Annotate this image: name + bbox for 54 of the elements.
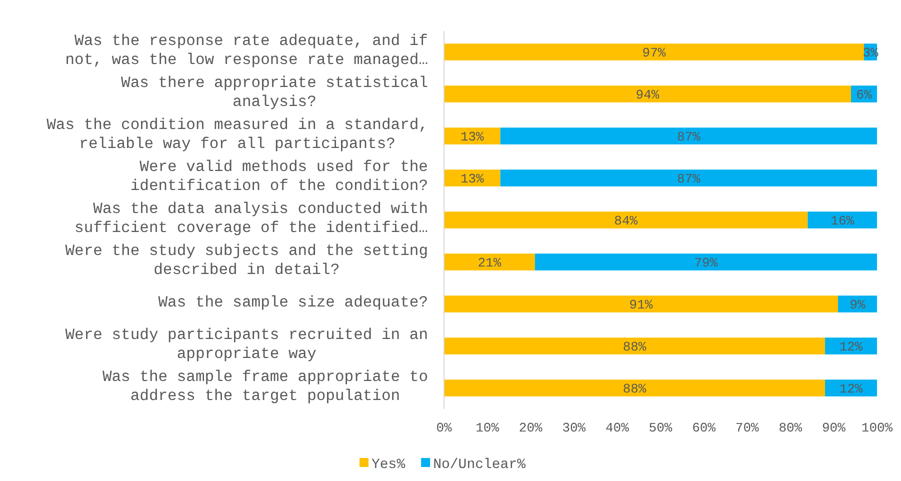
bar <box>444 380 826 396</box>
bar <box>444 44 864 60</box>
y-tick-label: Were the study subjects and the setting described in detail? <box>65 242 428 279</box>
bar <box>444 128 500 144</box>
x-tick-label: 10% <box>476 420 500 436</box>
data-label: 9% <box>850 298 866 313</box>
bar <box>534 254 877 270</box>
y-tick-label: Was the condition measured in a standard, reliable way for all participants? <box>46 116 428 153</box>
y-tick-label: Was the sample size adequate? <box>158 293 428 312</box>
bar <box>444 170 500 186</box>
data-label: 88% <box>622 340 646 355</box>
x-tick-label: 90% <box>822 420 846 436</box>
bar <box>808 212 877 228</box>
data-label: 87% <box>676 130 701 145</box>
y-tick-label: Were valid methods used for the identification of the condition? <box>130 158 428 195</box>
data-label: 88% <box>622 382 646 397</box>
data-label: 12% <box>839 382 863 397</box>
data-label: 97% <box>642 46 666 61</box>
bar <box>500 128 877 144</box>
x-tick-label: 0% <box>436 420 452 436</box>
bar <box>444 86 852 102</box>
y-tick-label: Was the response rate adequate, and if not, was the low response rate managed… <box>65 32 428 69</box>
data-label: 87% <box>676 172 701 187</box>
y-tick-label: Was there appropriate statistical analysis? <box>121 74 428 111</box>
bar <box>444 296 838 312</box>
bar <box>444 254 535 270</box>
y-tick-label: Was the data analysis conducted with sufficient coverage of the identified… <box>74 200 428 237</box>
x-tick-label: 20% <box>518 420 542 436</box>
x-tick-label: 70% <box>735 420 759 436</box>
x-tick-label: 30% <box>562 420 586 436</box>
y-tick-label: Were study participants recruited in an appropriate way <box>65 326 428 363</box>
bar <box>500 170 877 186</box>
x-tick-label: 40% <box>605 420 630 436</box>
data-label: 91% <box>629 298 653 313</box>
data-label: 13% <box>460 172 484 187</box>
data-label: 13% <box>460 130 484 145</box>
data-label: 16% <box>830 214 854 229</box>
bar <box>825 380 877 396</box>
legend-label: Yes% <box>372 456 406 473</box>
x-tick-label: 50% <box>648 420 672 436</box>
x-tick-label: 100% <box>861 420 893 436</box>
x-tick-label: 80% <box>778 420 802 436</box>
data-label: 94% <box>636 88 660 103</box>
bar <box>444 338 826 354</box>
bar <box>444 212 808 228</box>
data-label: 12% <box>839 340 863 355</box>
data-label: 6% <box>856 88 872 103</box>
data-label: 79% <box>694 256 718 271</box>
bar <box>825 338 877 354</box>
x-tick-label: 60% <box>692 420 716 436</box>
data-label: 84% <box>614 214 638 229</box>
data-label: 21% <box>478 256 502 271</box>
legend-label: No/Unclear% <box>433 456 526 473</box>
y-tick-label: Was the sample frame appropriate to address the target population <box>102 368 428 405</box>
